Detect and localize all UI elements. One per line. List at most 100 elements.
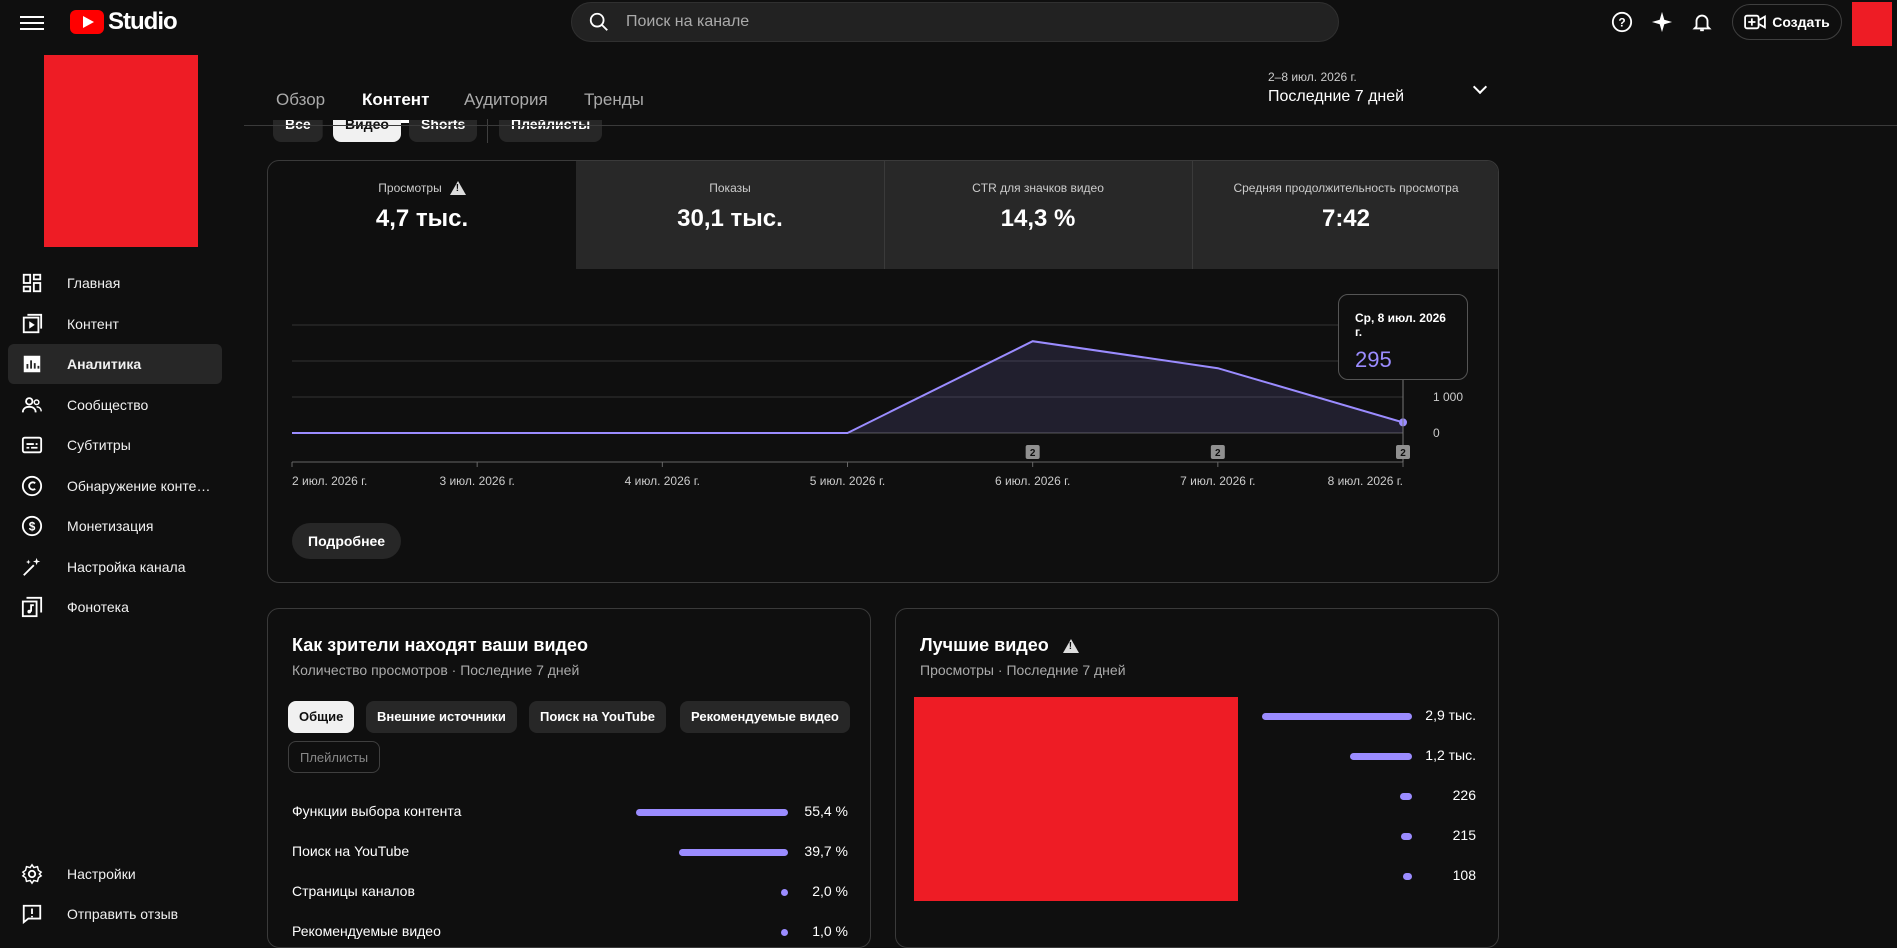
top-video-row[interactable]: 215	[1256, 827, 1476, 847]
create-label: Создать	[1772, 14, 1830, 30]
sidebar-item-settings[interactable]: Настройки	[8, 854, 222, 894]
chip-external[interactable]: Внешние источники	[366, 701, 517, 733]
sidebar-item-label: Субтитры	[67, 437, 131, 453]
metric-label: Просмотры	[378, 181, 442, 195]
sidebar-item-dashboard[interactable]: Главная	[8, 263, 222, 303]
top-video-row[interactable]: 1,2 тыс.	[1256, 747, 1476, 767]
copyright-icon	[20, 474, 44, 498]
analytics-icon	[20, 352, 44, 376]
metric-impressions[interactable]: Показы 30,1 тыс.	[576, 161, 884, 269]
customization-icon	[20, 555, 44, 579]
traffic-source-label: Функции выбора контента	[292, 803, 462, 819]
date-range-label: Последние 7 дней	[1268, 88, 1405, 105]
chip-all[interactable]: Все	[273, 120, 323, 142]
bell-icon[interactable]	[1690, 10, 1714, 34]
chip-playlists[interactable]: Плейлисты	[499, 120, 603, 142]
tab-overview[interactable]: Обзор	[276, 90, 326, 109]
sidebar-item-audio-library[interactable]: Фонотека	[8, 587, 222, 627]
sidebar-item-label: Контент	[67, 315, 119, 332]
chip-divider	[487, 119, 488, 143]
metric-label: Показы	[709, 181, 751, 195]
svg-text:?: ?	[1618, 16, 1625, 30]
chip-youtube-search[interactable]: Поиск на YouTube	[529, 701, 666, 733]
top-video-views: 2,9 тыс.	[1425, 707, 1476, 723]
sidebar-item-label: Обнаружение контента	[67, 477, 217, 494]
more-button[interactable]: Подробнее	[292, 523, 402, 559]
top-video-bar	[1349, 753, 1412, 760]
menu-icon[interactable]	[20, 12, 44, 32]
chip-suggested[interactable]: Рекомендуемые видео	[680, 701, 850, 733]
sidebar-item-label: Отправить отзыв	[67, 906, 179, 922]
top-bar: Studio ? Создать	[0, 0, 1897, 46]
tab-audience[interactable]: Аудитория	[464, 90, 548, 109]
chip-playlists[interactable]: Плейлисты	[288, 741, 381, 773]
sidebar-item-community[interactable]: Сообщество	[8, 385, 222, 425]
svg-text:$: $	[29, 520, 36, 534]
traffic-source-value: 1,0 %	[812, 923, 848, 939]
metric-views[interactable]: Просмотры 4,7 тыс.	[268, 161, 576, 269]
metric-value: 7:42	[1321, 205, 1371, 232]
top-video-thumbnail[interactable]	[914, 697, 1238, 901]
search-input[interactable]	[626, 13, 1306, 31]
sidebar-item-subtitles[interactable]: Субтитры	[8, 425, 222, 465]
traffic-source-label: Рекомендуемые видео	[292, 923, 441, 939]
sparkle-icon[interactable]	[1650, 10, 1674, 34]
chip-videos[interactable]: Видео	[333, 120, 401, 142]
sidebar-item-label: Настройки	[67, 866, 136, 882]
views-chart[interactable]: 2 июл. 2026 г. 3 июл. 2026 г. 4 июл. 2026 …	[268, 269, 1499, 509]
top-video-row[interactable]: 226	[1256, 787, 1476, 807]
tab-trends[interactable]: Тренды	[584, 90, 644, 109]
date-range-picker[interactable]: 2–8 июл. 2026 г. Последние 7 дней	[1268, 70, 1404, 106]
create-button[interactable]: Создать	[1732, 4, 1842, 40]
traffic-source-bar	[679, 849, 788, 856]
metric-avg-duration[interactable]: Средняя продолжительность просмотра 7:42	[1192, 161, 1498, 269]
account-avatar[interactable]	[1852, 2, 1892, 46]
channel-avatar[interactable]	[44, 55, 198, 247]
card-title: Как зрители находят ваши видео	[292, 635, 588, 655]
studio-logo[interactable]: Studio	[70, 8, 178, 36]
traffic-source-value: 2,0 %	[812, 883, 848, 899]
top-videos-card: Лучшие видео Просмотры · Последние 7 дне…	[895, 608, 1499, 948]
traffic-source-row[interactable]: Функции выбора контента 55,4 %	[292, 803, 848, 823]
tooltip-date: Ср, 8 июл. 2026 г.	[1355, 311, 1446, 339]
traffic-source-value: 39,7 %	[804, 843, 848, 859]
metric-value: 30,1 тыс.	[677, 205, 783, 232]
sidebar-item-monetization[interactable]: $ Монетизация	[8, 506, 222, 546]
top-video-row[interactable]: 2,9 тыс.	[1256, 707, 1476, 727]
x-tick-label: 5 июл. 2026 г.	[810, 474, 885, 488]
top-video-bar	[1400, 833, 1412, 840]
chip-general[interactable]: Общие	[288, 701, 355, 733]
top-video-row[interactable]: 108	[1256, 867, 1476, 887]
event-marker	[1025, 445, 1040, 459]
metric-divider	[884, 161, 885, 269]
card-subtitle: Просмотры · Последние 7 дней	[920, 662, 1126, 678]
help-icon[interactable]: ?	[1610, 10, 1634, 34]
traffic-source-bar	[636, 809, 788, 816]
sidebar-item-customization[interactable]: Настройка канала	[8, 547, 222, 587]
x-tick-label: 6 июл. 2026 г.	[995, 474, 1070, 488]
logo-text: Studio	[108, 8, 178, 35]
sidebar-item-label: Главная	[67, 275, 121, 291]
sidebar-item-content[interactable]: Контент	[8, 304, 222, 344]
sidebar-item-label: Сообщество	[67, 396, 149, 413]
youtube-logo-icon	[70, 10, 104, 34]
metric-value: 14,3 %	[1000, 205, 1076, 232]
traffic-source-row[interactable]: Рекомендуемые видео 1,0 %	[292, 923, 848, 943]
feedback-icon	[20, 902, 44, 926]
chip-shorts[interactable]: Shorts	[409, 120, 478, 142]
tooltip-value: 295	[1355, 347, 1392, 372]
chevron-down-icon[interactable]	[1472, 79, 1488, 95]
search-box[interactable]	[571, 2, 1339, 42]
tab-content[interactable]: Контент	[362, 90, 430, 109]
traffic-source-row[interactable]: Поиск на YouTube 39,7 %	[292, 843, 848, 863]
metric-divider	[1192, 161, 1193, 269]
sidebar-item-analytics[interactable]: Аналитика	[8, 344, 222, 384]
content-icon	[20, 312, 44, 336]
gear-icon	[20, 862, 44, 886]
metric-ctr[interactable]: CTR для значков видео 14,3 %	[884, 161, 1192, 269]
sidebar-item-copyright[interactable]: Обнаружение контента	[8, 466, 222, 506]
top-video-views: 215	[1452, 827, 1476, 843]
top-video-views: 1,2 тыс.	[1425, 747, 1476, 763]
sidebar-item-feedback[interactable]: Отправить отзыв	[8, 894, 222, 934]
traffic-source-row[interactable]: Страницы каналов 2,0 %	[292, 883, 848, 903]
